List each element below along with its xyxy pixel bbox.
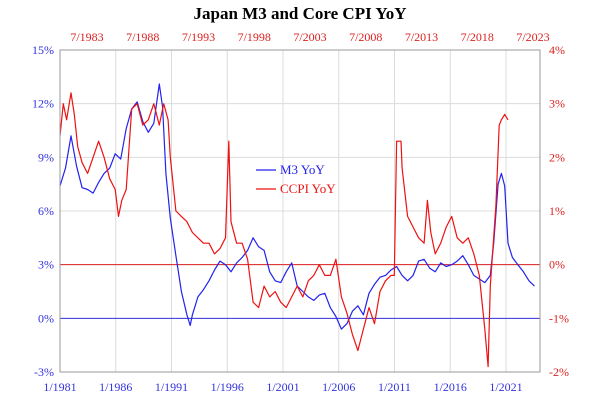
bottom-tick-label: 1/2006 — [322, 380, 355, 394]
top-tick-label: 7/2008 — [349, 30, 382, 44]
bottom-tick-label: 1/1986 — [99, 380, 132, 394]
top-tick-label: 7/1983 — [70, 30, 103, 44]
right-tick-label: 0% — [549, 258, 565, 272]
left-tick-label: 6% — [38, 204, 54, 218]
legend-label-m3: M3 YoY — [280, 162, 325, 177]
legend: M3 YoY CCPI YoY — [256, 162, 336, 196]
left-tick-label: 12% — [32, 97, 54, 111]
top-tick-label: 7/1993 — [182, 30, 215, 44]
left-tick-label: 9% — [38, 150, 54, 164]
right-tick-label: 3% — [549, 97, 565, 111]
bottom-tick-label: 1/2016 — [434, 380, 467, 394]
top-tick-label: 7/2003 — [293, 30, 326, 44]
right-tick-label: -2% — [549, 365, 569, 379]
bottom-tick-label: 1/1991 — [155, 380, 188, 394]
right-tick-label: 2% — [549, 150, 565, 164]
bottom-tick-label: 1/2021 — [489, 380, 522, 394]
reference-lines — [60, 264, 540, 319]
plot-frame — [59, 49, 541, 373]
left-tick-label: 15% — [32, 43, 54, 57]
bottom-tick-label: 1/2001 — [266, 380, 299, 394]
left-tick-label: 3% — [38, 258, 54, 272]
chart-title: Japan M3 and Core CPI YoY — [194, 4, 407, 23]
top-tick-label: 7/1998 — [238, 30, 271, 44]
legend-label-ccpi: CCPI YoY — [280, 181, 336, 196]
series-line-ccpi-yoy — [59, 92, 509, 368]
right-tick-label: -1% — [549, 311, 569, 325]
left-tick-label: -3% — [34, 365, 54, 379]
series-lines — [59, 83, 535, 368]
right-tick-label: 4% — [549, 43, 565, 57]
top-tick-label: 7/2023 — [516, 30, 549, 44]
bottom-tick-label: 1/1981 — [43, 380, 76, 394]
left-tick-label: 0% — [38, 311, 54, 325]
top-tick-label: 7/2013 — [405, 30, 438, 44]
top-tick-label: 7/2018 — [461, 30, 494, 44]
bottom-tick-label: 1/1996 — [211, 380, 244, 394]
top-tick-label: 7/1988 — [126, 30, 159, 44]
right-tick-label: 1% — [549, 204, 565, 218]
axes: 15% 12% 9% 6% 3% 0% -3% 4% 3% 2% 1% 0% -1% -2% 1/1981 1… — [32, 30, 569, 394]
bottom-tick-label: 1/2011 — [378, 380, 411, 394]
